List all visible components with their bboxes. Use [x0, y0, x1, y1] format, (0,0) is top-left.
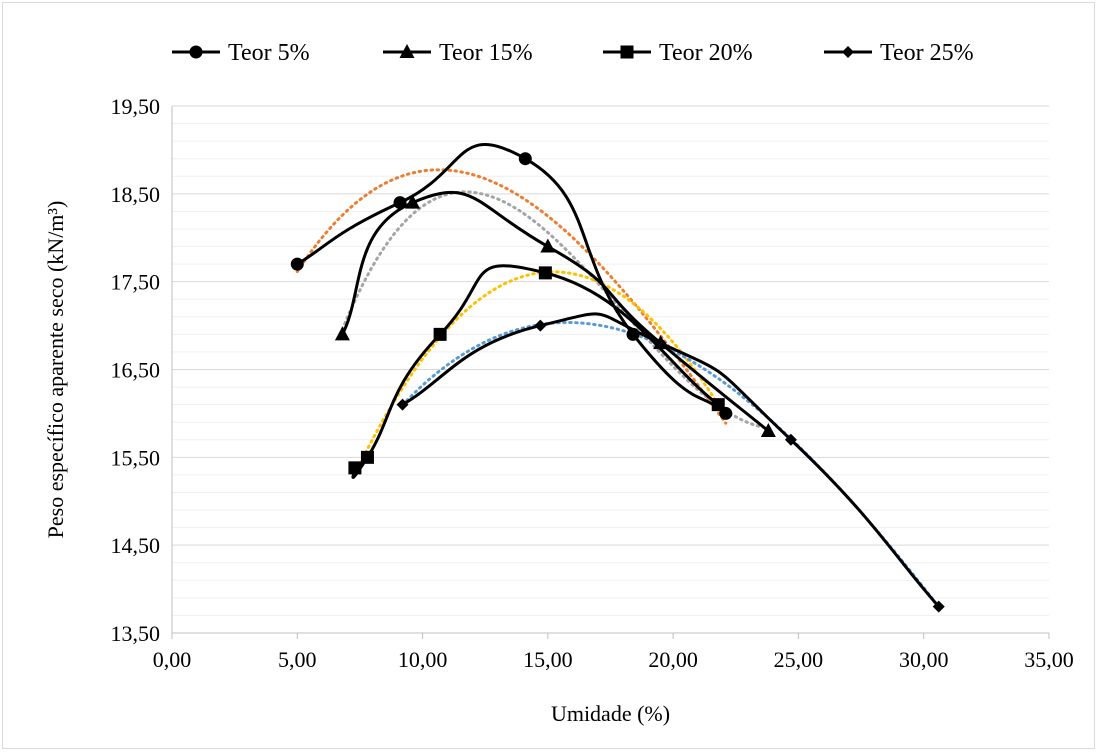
data-point-diamond	[654, 337, 667, 350]
data-point-square	[433, 327, 447, 341]
y-tick-label: 19,50	[111, 94, 161, 119]
x-tick-label: 30,00	[899, 647, 949, 672]
data-point-triangle	[405, 194, 421, 209]
data-point-diamond	[784, 433, 797, 446]
data-point-triangle	[760, 422, 776, 437]
trendline-2	[340, 190, 770, 430]
y-tick-label: 15,50	[111, 445, 161, 470]
x-tick-label: 20,00	[648, 647, 698, 672]
y-tick-label: 18,50	[111, 182, 161, 207]
y-tick-label: 13,50	[111, 621, 161, 646]
axis-layer: 0,00 5,00 10,00 15,00 20,00 25,00 30,00 35,00 13…	[111, 94, 1074, 672]
data-point-circle	[290, 257, 304, 271]
x-tick-label: 25,00	[774, 647, 824, 672]
legend-label: Teor 5%	[228, 40, 310, 66]
x-tick-label: 5,00	[278, 647, 317, 672]
legend-marker-triangle	[399, 44, 415, 58]
data-point-square	[348, 461, 362, 475]
legend-marker-square	[620, 45, 634, 59]
y-axis-title: Peso específico aparente seco (kN/m³)	[43, 201, 68, 539]
x-tick-label: 10,00	[398, 647, 448, 672]
series-line-1	[296, 142, 727, 415]
y-tick-label: 14,50	[111, 533, 161, 558]
data-point-circle	[518, 152, 532, 166]
y-tick-label: 16,50	[111, 358, 161, 383]
x-tick-label: 15,00	[523, 647, 573, 672]
trendline-3	[353, 270, 720, 476]
data-point-triangle	[334, 326, 350, 341]
series-line-3	[351, 264, 720, 479]
grid-layer	[172, 105, 1049, 634]
data-point-square	[711, 398, 725, 412]
x-axis-title: Umidade (%)	[551, 701, 670, 726]
legend-label: Teor 20%	[659, 40, 753, 66]
legend-marker-diamond	[842, 46, 854, 58]
data-point-diamond	[396, 398, 409, 411]
data-point-diamond	[932, 600, 945, 613]
legend: Teor 5% Teor 15% Teor 20% Teor 25%	[172, 40, 974, 66]
legend-label: Teor 15%	[439, 40, 533, 66]
x-tick-label: 0,00	[153, 647, 192, 672]
trendline-layer	[295, 168, 941, 609]
data-point-triangle	[540, 238, 556, 253]
y-tick-label: 17,50	[111, 270, 161, 295]
series-line-4	[401, 312, 940, 608]
legend-marker-circle	[189, 45, 203, 59]
data-point-diamond	[534, 319, 547, 332]
data-point-square	[538, 266, 552, 280]
data-point-square	[360, 450, 374, 464]
trendline-1	[295, 168, 728, 425]
legend-label: Teor 25%	[880, 40, 974, 66]
x-tick-label: 35,00	[1024, 647, 1074, 672]
series-layer	[290, 142, 945, 613]
